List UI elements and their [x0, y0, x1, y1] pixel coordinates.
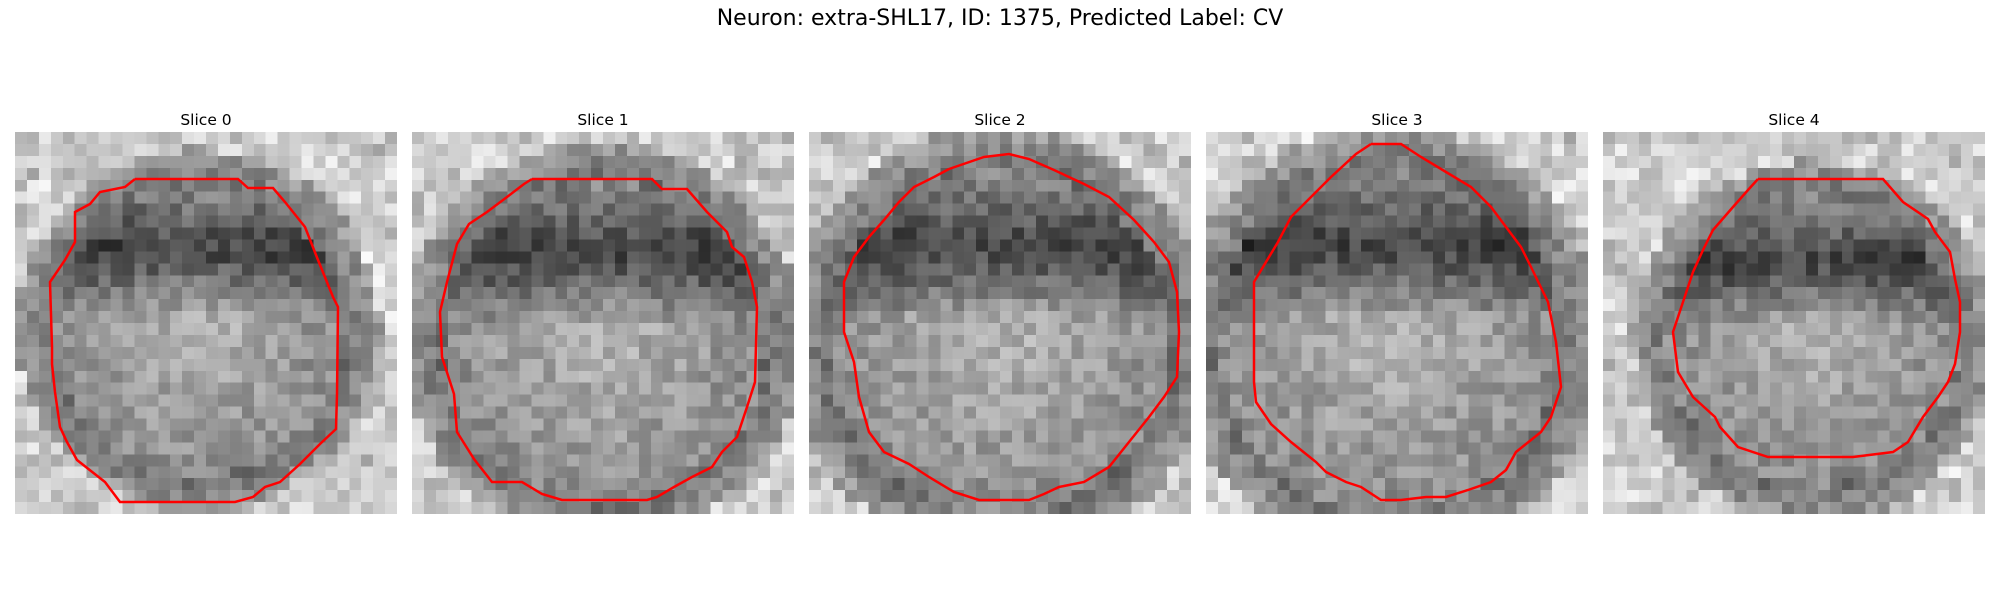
grayscale-micrograph	[1603, 132, 1985, 514]
figure-title: Neuron: extra-SHL17, ID: 1375, Predicted…	[716, 6, 1284, 31]
slice-title: Slice 0	[180, 111, 232, 129]
cell-contour	[1252, 142, 1563, 502]
slice-title: Slice 3	[1371, 111, 1423, 129]
slice-panel-3: Slice 3	[1206, 108, 1588, 514]
slice-image	[1206, 132, 1588, 514]
slice-title: Slice 4	[1768, 111, 1820, 129]
grayscale-micrograph	[412, 132, 794, 514]
slice-title: Slice 1	[577, 111, 629, 129]
slice-panel-0: Slice 0	[15, 108, 397, 514]
slice-panel-2: Slice 2	[809, 108, 1191, 514]
slice-panel-4: Slice 4	[1603, 108, 1985, 514]
slice-title: Slice 2	[974, 111, 1026, 129]
grayscale-micrograph	[15, 132, 397, 514]
cell-contour	[1671, 177, 1962, 459]
grayscale-micrograph	[809, 132, 1191, 514]
slice-image	[15, 132, 397, 514]
cell-contour	[48, 177, 340, 504]
cell-contour	[438, 177, 759, 502]
slice-image	[412, 132, 794, 514]
slice-image	[1603, 132, 1985, 514]
slice-panel-1: Slice 1	[412, 108, 794, 514]
slice-image	[809, 132, 1191, 514]
grayscale-micrograph	[1206, 132, 1588, 514]
cell-contour	[842, 152, 1181, 502]
